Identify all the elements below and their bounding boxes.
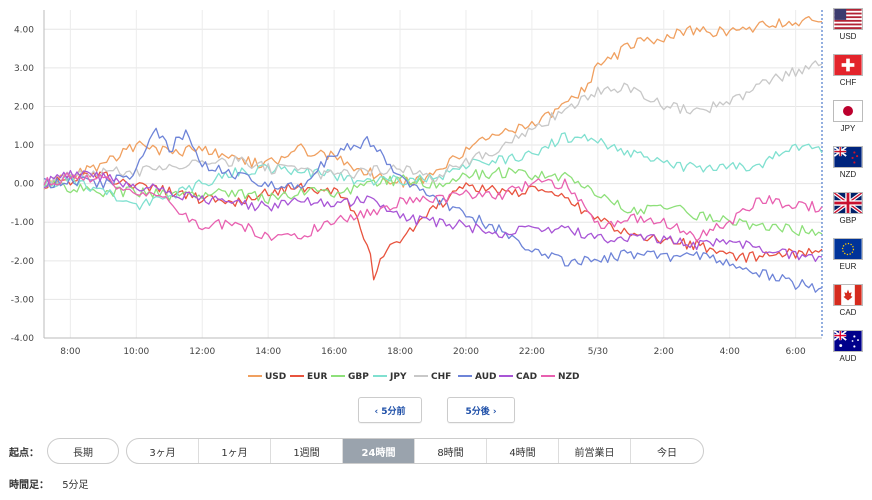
legend-label-usd: USD	[265, 372, 286, 382]
flag-jpy[interactable]: JPY	[830, 100, 866, 133]
flag-code: CAD	[839, 308, 857, 317]
flag-code: AUD	[839, 354, 857, 363]
x-tick-label: 2:00	[654, 347, 674, 357]
x-tick-label: 16:00	[321, 347, 347, 357]
nz-flag-icon	[833, 146, 863, 168]
x-tick-label: 5/30	[588, 347, 608, 357]
flag-gbp[interactable]: GBP	[830, 192, 866, 225]
x-tick-label: 4:00	[720, 347, 740, 357]
y-tick-label: -1.00	[11, 218, 35, 228]
start-point-label: 起点：	[9, 448, 39, 459]
eu-flag-icon	[833, 238, 863, 260]
legend-label-chf: CHF	[431, 372, 451, 382]
flag-aud[interactable]: AUD	[830, 330, 866, 363]
x-tick-label: 6:00	[786, 347, 806, 357]
segment-prev-business-day[interactable]: 前営業日	[558, 439, 630, 463]
series-line-cad	[43, 169, 823, 263]
x-tick-label: 12:00	[189, 347, 215, 357]
flag-cad[interactable]: CAD	[830, 284, 866, 317]
period-segmented-control: 3ヶ月 1ヶ月 1週間 24時間 8時間 4時間 前営業日 今日	[126, 438, 704, 464]
us-flag-icon	[833, 8, 863, 30]
y-tick-label: 0.00	[14, 180, 34, 190]
x-tick-label: 8:00	[60, 347, 80, 357]
x-tick-label: 22:00	[519, 347, 545, 357]
canada-flag-icon	[833, 284, 863, 306]
prev-5min-button[interactable]: ‹ 5分前	[358, 397, 422, 423]
x-tick-label: 14:00	[255, 347, 281, 357]
timeframe-label: 時間足：	[9, 480, 49, 491]
australia-flag-icon	[833, 330, 863, 352]
series-line-nzd	[43, 172, 823, 242]
long-term-button[interactable]: 長期	[47, 438, 119, 464]
y-tick-label: 1.00	[14, 141, 34, 151]
next-5min-button[interactable]: 5分後 ›	[447, 397, 515, 423]
segment-today[interactable]: 今日	[630, 439, 703, 463]
x-tick-label: 20:00	[453, 347, 479, 357]
timeframe-value: 5分足	[62, 480, 89, 491]
uk-flag-icon	[833, 192, 863, 214]
japan-flag-icon	[833, 100, 863, 122]
timeframe-row: 時間足： 5分足	[9, 476, 89, 491]
legend-label-cad: CAD	[516, 372, 537, 382]
flag-code: CHF	[839, 78, 857, 87]
flag-code: JPY	[840, 124, 856, 133]
fx-strength-chart: 4.00 3.00 2.00 1.00 0.00 -1.00 -2.00 -3.00 -4.00…	[11, 10, 823, 382]
legend-label-aud: AUD	[475, 372, 496, 382]
segment-3months[interactable]: 3ヶ月	[149, 447, 176, 459]
flag-code: EUR	[839, 262, 857, 271]
flag-code: NZD	[839, 170, 857, 179]
flag-chf[interactable]: CHF	[830, 54, 866, 87]
x-tick-label: 18:00	[387, 347, 413, 357]
series-line-usd	[43, 15, 823, 188]
segment-4hours[interactable]: 4時間	[486, 439, 558, 463]
y-tick-label: -4.00	[11, 334, 35, 344]
x-tick-label: 10:00	[123, 347, 149, 357]
flag-nzd[interactable]: NZD	[830, 146, 866, 179]
y-tick-label: -3.00	[11, 295, 35, 305]
y-tick-label: 3.00	[14, 64, 34, 74]
legend-label-nzd: NZD	[558, 372, 580, 382]
series-line-aud	[43, 127, 823, 293]
flag-code: USD	[839, 32, 857, 41]
flag-usd[interactable]: USD	[830, 8, 866, 41]
flag-eur[interactable]: EUR	[830, 238, 866, 271]
segment-1week[interactable]: 1週間	[270, 439, 342, 463]
segment-1month[interactable]: 1ヶ月	[198, 439, 270, 463]
swiss-flag-icon	[833, 54, 863, 76]
segment-24hours[interactable]: 24時間	[342, 439, 414, 463]
legend-label-jpy: JPY	[389, 372, 407, 382]
legend-label-eur: EUR	[307, 372, 327, 382]
series-line-chf	[43, 60, 823, 189]
flag-code: GBP	[839, 216, 857, 225]
legend-label-gbp: GBP	[348, 372, 369, 382]
segment-8hours[interactable]: 8時間	[414, 439, 486, 463]
y-tick-label: 2.00	[14, 102, 34, 112]
y-tick-label: -2.00	[11, 257, 35, 267]
y-tick-label: 4.00	[14, 25, 34, 35]
